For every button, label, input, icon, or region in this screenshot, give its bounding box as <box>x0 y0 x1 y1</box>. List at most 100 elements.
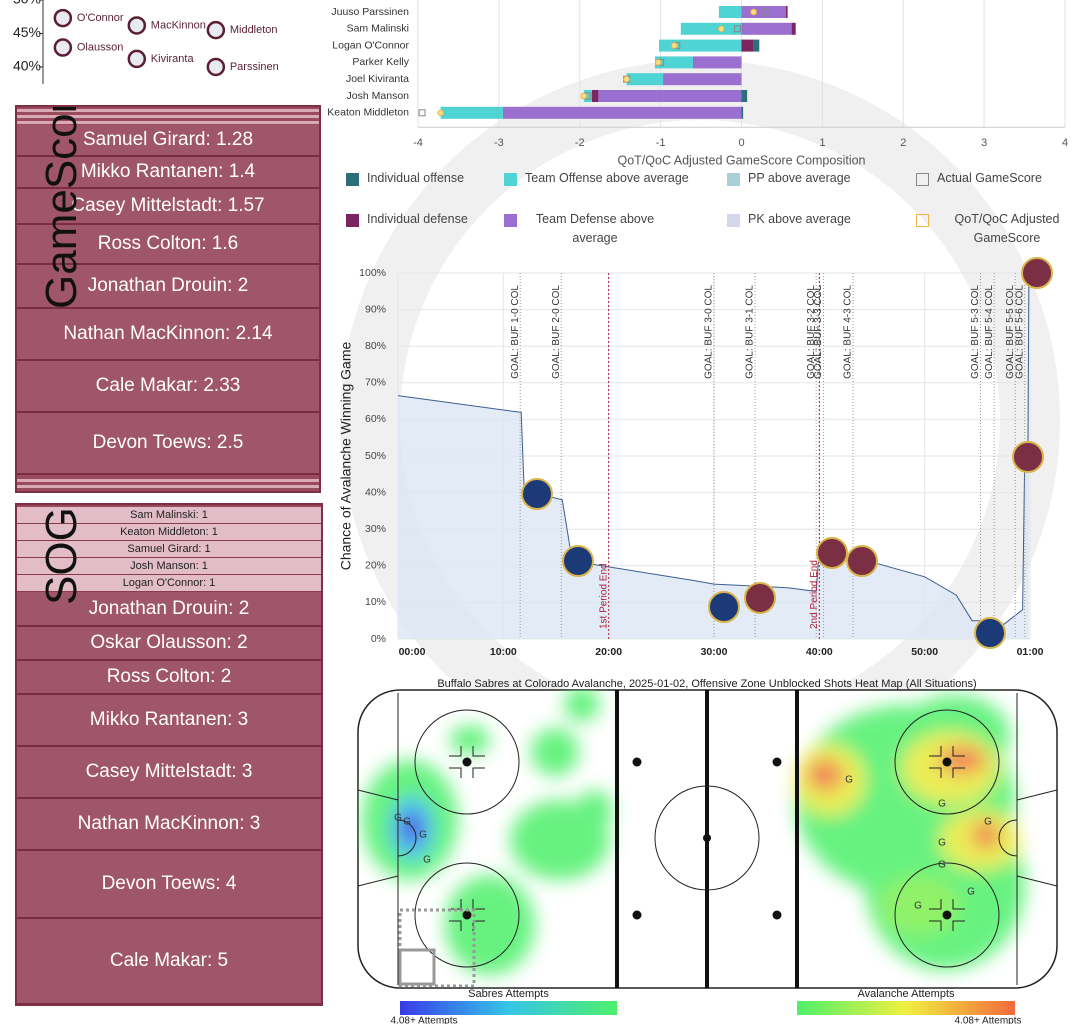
bar-segment <box>598 90 742 102</box>
panel-title: GameScore <box>37 105 86 309</box>
panel-row: Samuel Girard: 1.28 <box>17 125 319 157</box>
panel-row: Mikko Rantanen: 3 <box>17 695 321 747</box>
goal-label: GOAL: BUF 3-1 COL <box>745 285 756 379</box>
bar-segment <box>591 90 599 102</box>
goal-label: GOAL: BUF 3-3 COL <box>813 285 824 379</box>
legend-swatch <box>727 173 740 186</box>
neutral-dot <box>632 757 642 767</box>
gamescore-panel: GameScore Samuel Girard: 1.28 Mikko Rantan… <box>15 105 321 493</box>
panel-row: Devon Toews: 2.5 <box>17 413 319 475</box>
legend-item: Team Defense above average <box>504 212 665 248</box>
shot-marker: G <box>914 901 922 912</box>
goal-label: GOAL: BUF 4-3 COL <box>843 285 854 379</box>
bar-segment <box>583 90 592 102</box>
point <box>206 20 226 40</box>
panel-row: Ross Colton: 1.6 <box>17 225 319 265</box>
adjusted-marker <box>750 8 757 16</box>
bar-segment <box>626 73 664 86</box>
legend-label: Individual defense <box>367 212 468 226</box>
y-tick-label: 80% <box>365 340 386 352</box>
faceoff-circle <box>414 709 520 815</box>
goal-label: GOAL: BUF 5-4 COL <box>984 285 995 379</box>
heat-blob <box>400 812 424 844</box>
y-tick-label: 50% <box>13 0 41 7</box>
faceoff-dot <box>942 757 952 767</box>
y-tick-label: 40% <box>365 486 386 498</box>
y-tick-label: Joel Kiviranta <box>346 73 409 85</box>
panel-row: Sam Malinski: 1 <box>17 507 321 524</box>
shot-marker: G <box>423 855 431 866</box>
adjusted-marker <box>623 75 630 83</box>
point <box>53 38 73 57</box>
goal-label: GOAL: BUF 5-5 COL <box>1005 285 1016 379</box>
legend-range: 4.08+ Attempts <box>391 1016 458 1024</box>
team-logo <box>846 545 878 577</box>
faceoff-circle <box>894 862 1000 968</box>
bar-segment <box>692 56 742 69</box>
heatmap-title: Buffalo Sabres at Colorado Avalanche, 20… <box>437 678 976 690</box>
heat <box>362 690 1025 975</box>
zoom-box <box>398 908 476 988</box>
shot-marker: G <box>394 813 402 824</box>
y-tick-label: Juuso Parssinen <box>331 6 409 18</box>
sog-panel: SOG Sam Malinski: 1 Keaton Middleton: 1 Sam… <box>15 503 323 1006</box>
x-axis-title: QoT/QoC Adjusted GameScore Composition <box>617 153 865 167</box>
y-tick-label: Josh Manson <box>347 90 410 102</box>
bar-segment <box>663 73 742 86</box>
x-tick-label: 40:00 <box>806 646 833 658</box>
legend-label: Team Defense above average <box>535 212 655 245</box>
shot-marker: G <box>984 817 992 828</box>
adjusted-marker <box>654 59 662 66</box>
y-tick-label: 30% <box>365 523 386 535</box>
y-tick-label: Parker Kelly <box>352 56 409 68</box>
legend-label: Actual GameScore <box>937 171 1042 185</box>
shot-marker: G <box>938 799 946 810</box>
goal-label: GOAL: BUF 3-0 COL <box>704 285 715 379</box>
shot-marker: G <box>419 830 427 841</box>
legend-item: PP above average <box>727 171 851 188</box>
faceoff-dot <box>462 910 472 920</box>
bar-segment <box>791 22 796 35</box>
point <box>127 16 147 35</box>
point <box>127 49 147 69</box>
panel-title: SOG <box>37 507 86 605</box>
x-tick-label: 10:00 <box>490 646 517 658</box>
neutral-dot <box>632 910 642 920</box>
legend-swatch <box>727 214 740 227</box>
y-tick-label: 70% <box>365 377 386 389</box>
panel-row: Keaton Middleton: 1 <box>17 524 321 541</box>
x-tick-label: 0 <box>738 137 744 149</box>
hash-marks <box>929 746 965 778</box>
y-tick-label: 40% <box>13 58 41 74</box>
legend-swatch <box>346 214 359 227</box>
x-tick-label: -1 <box>656 137 666 149</box>
heat-blob <box>577 790 613 830</box>
y-tick-label: 20% <box>365 560 386 572</box>
legend-label: Team Offense above average <box>525 171 689 185</box>
center-circle <box>654 785 760 891</box>
hash-marks <box>929 899 965 931</box>
bar-segment <box>741 22 792 35</box>
legend-label: QoT/QoC Adjusted GameScore <box>954 212 1060 245</box>
y-tick-label: 0% <box>371 633 386 645</box>
panel-row: Casey Mittelstadt: 3 <box>17 747 321 799</box>
y-tick-label: Logan O'Connor <box>332 39 409 51</box>
legend-item: Actual GameScore <box>916 171 1042 188</box>
heat-blob <box>564 690 600 722</box>
x-tick-label: -2 <box>575 137 585 149</box>
legend-item: Individual offense <box>346 171 464 188</box>
bar-segment <box>502 106 742 119</box>
bar-segment <box>741 90 748 102</box>
shot-marker: G <box>845 775 853 786</box>
point-label: Kiviranta <box>151 53 195 65</box>
panel-row: Nathan MacKinnon: 2.14 <box>17 309 319 361</box>
stripe <box>17 109 319 112</box>
center-dot <box>703 834 711 842</box>
faceoff-dot <box>462 757 472 767</box>
shot-marker: G <box>938 860 946 871</box>
period-label: 2nd Period End <box>809 560 820 629</box>
legend-label: PK above average <box>748 212 851 226</box>
x-tick-label: 30:00 <box>701 646 728 658</box>
stripe <box>17 115 319 118</box>
